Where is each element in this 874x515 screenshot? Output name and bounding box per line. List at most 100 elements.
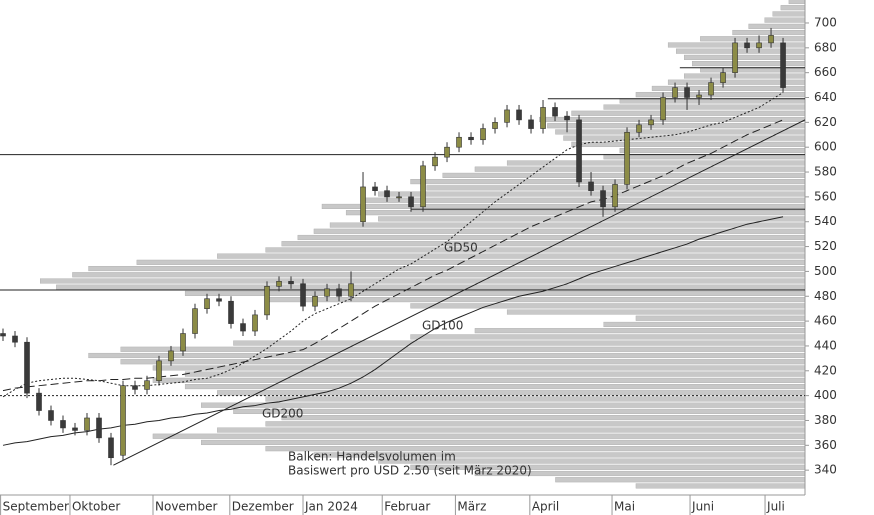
candle-body bbox=[624, 131, 630, 185]
x-tick-label: Dezember bbox=[232, 500, 294, 514]
x-tick-label: Juli bbox=[766, 500, 785, 514]
volume-bar bbox=[329, 222, 806, 228]
y-tick-label: 480 bbox=[814, 289, 837, 303]
candle-body bbox=[420, 165, 426, 208]
volume-bar bbox=[88, 352, 806, 359]
y-tick-label: 700 bbox=[814, 15, 837, 29]
volume-bar bbox=[136, 259, 806, 265]
candle-body bbox=[756, 42, 762, 49]
x-tick-label: März bbox=[457, 500, 486, 514]
volume-bar bbox=[40, 278, 806, 284]
volume-bar bbox=[313, 228, 806, 234]
volume-bar bbox=[152, 365, 806, 371]
candle-body bbox=[48, 410, 54, 421]
candle-body bbox=[72, 427, 78, 431]
candle-body bbox=[348, 283, 354, 297]
candle-body bbox=[768, 35, 774, 44]
candle-body bbox=[516, 109, 522, 121]
candle-body bbox=[636, 124, 642, 133]
candle-body bbox=[408, 196, 414, 208]
candle-body bbox=[384, 190, 390, 198]
candle-body bbox=[216, 298, 222, 302]
volume-bar bbox=[684, 54, 806, 60]
candle-body bbox=[444, 146, 450, 158]
candle-body bbox=[564, 115, 570, 121]
candle-body bbox=[432, 156, 438, 167]
y-tick-label: 540 bbox=[814, 214, 837, 228]
candle-body bbox=[744, 42, 750, 49]
volume-bar bbox=[506, 309, 806, 315]
y-tick-label: 500 bbox=[814, 264, 837, 278]
candle-body bbox=[372, 186, 378, 191]
volume-bar bbox=[603, 104, 806, 110]
y-tick-label: 380 bbox=[814, 413, 837, 427]
y-tick-label: 420 bbox=[814, 363, 837, 377]
volume-bar bbox=[772, 11, 806, 17]
volume-bar bbox=[233, 340, 806, 346]
candle-body bbox=[684, 87, 690, 98]
candle-body bbox=[732, 42, 738, 73]
candle-body bbox=[192, 308, 198, 334]
volume-bar bbox=[184, 290, 806, 296]
candle-body bbox=[528, 119, 534, 129]
candle-body bbox=[780, 42, 786, 88]
candle-body bbox=[672, 87, 678, 98]
candle-body bbox=[696, 94, 702, 98]
candle-body bbox=[552, 107, 558, 117]
volume-bar bbox=[184, 384, 806, 390]
y-tick-label: 620 bbox=[814, 115, 837, 129]
y-tick-label: 460 bbox=[814, 314, 837, 328]
volume-bar bbox=[265, 247, 806, 253]
volume-bar bbox=[732, 29, 806, 36]
x-tick-label: Februar bbox=[384, 500, 430, 514]
volume-bar bbox=[217, 253, 806, 259]
candle-body bbox=[96, 417, 102, 439]
candle-body bbox=[204, 298, 210, 309]
candle-body bbox=[648, 119, 654, 126]
y-tick-label: 600 bbox=[814, 140, 837, 154]
note: Basiswert pro USD 2.50 (seit März 2020) bbox=[288, 464, 532, 478]
candle-body bbox=[708, 82, 714, 96]
candle-body bbox=[252, 314, 258, 332]
y-tick-label: 560 bbox=[814, 189, 837, 203]
volume-bar bbox=[297, 234, 806, 241]
volume-bar bbox=[265, 396, 806, 402]
candle-body bbox=[480, 128, 486, 141]
y-tick-label: 640 bbox=[814, 90, 837, 104]
volume-bar bbox=[474, 166, 806, 172]
volume-bar bbox=[571, 141, 806, 147]
y-tick-label: 520 bbox=[814, 239, 837, 253]
note: Balken: Handelsvolumen im bbox=[288, 450, 456, 464]
volume-bar bbox=[217, 390, 806, 396]
candle-body bbox=[504, 109, 510, 123]
candle-body bbox=[660, 97, 666, 121]
x-tick-label: Juni bbox=[691, 500, 714, 514]
y-tick-label: 660 bbox=[814, 65, 837, 79]
candle-body bbox=[312, 295, 318, 307]
candle-body bbox=[132, 385, 138, 390]
candle-body bbox=[36, 392, 42, 411]
volume-bar bbox=[152, 433, 806, 439]
x-tick-label: September bbox=[3, 500, 69, 514]
candle-body bbox=[120, 385, 126, 456]
candle-body bbox=[720, 72, 726, 83]
volume-bar bbox=[506, 160, 806, 166]
candle-body bbox=[600, 190, 606, 208]
x-tick-label: Oktober bbox=[72, 500, 120, 514]
volume-bar bbox=[603, 321, 806, 328]
x-tick-label: November bbox=[155, 500, 217, 514]
volume-bar bbox=[748, 23, 806, 29]
volume-bar bbox=[321, 203, 806, 210]
volume-bar bbox=[152, 377, 806, 383]
volume-bar bbox=[201, 439, 806, 446]
volume-bar bbox=[56, 284, 806, 290]
candle-body bbox=[276, 281, 282, 287]
candle-body bbox=[180, 333, 186, 352]
candle-body bbox=[336, 288, 342, 297]
volume-bar bbox=[684, 73, 806, 79]
candle-body bbox=[24, 341, 30, 394]
volume-bar bbox=[281, 241, 806, 247]
x-tick-label: Mai bbox=[614, 500, 635, 514]
volume-bar bbox=[547, 123, 806, 129]
